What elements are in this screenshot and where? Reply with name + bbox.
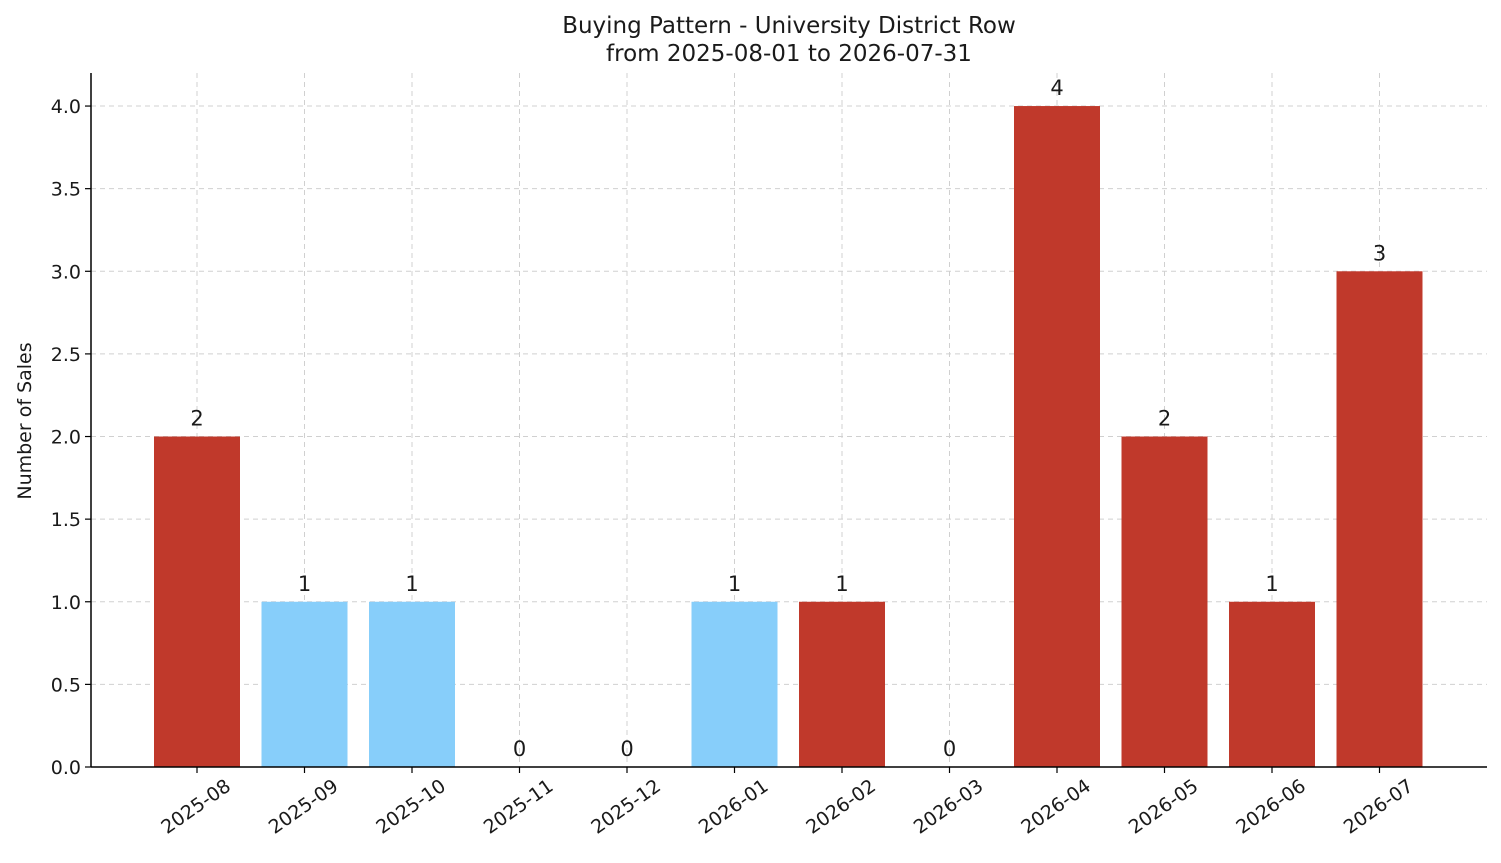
y-tick-label: 0.0 (51, 757, 81, 779)
chart-title: Buying Pattern - University District Row (562, 13, 1016, 39)
x-tick-label: 2025-09 (265, 775, 343, 839)
data-label-2025-08: 2 (190, 407, 203, 431)
data-label-2025-11: 0 (513, 737, 526, 761)
bar-2026-05 (1121, 436, 1208, 767)
bar-2025-10 (369, 601, 455, 767)
bar-2025-09 (261, 601, 348, 767)
data-label-2026-07: 3 (1373, 241, 1386, 265)
x-tick-label: 2026-01 (695, 775, 773, 839)
data-label-2026-02: 1 (835, 572, 848, 596)
x-tick-label: 2026-06 (1232, 775, 1310, 839)
x-tick-label: 2026-07 (1340, 775, 1418, 839)
x-tick-label: 2025-08 (157, 775, 235, 839)
bar-2025-08 (154, 436, 240, 767)
x-tick-label: 2026-03 (910, 775, 988, 839)
x-tick-label: 2026-04 (1017, 775, 1095, 839)
data-label-2025-12: 0 (620, 737, 633, 761)
data-label-2025-10: 1 (405, 572, 418, 596)
y-tick-label: 4.0 (51, 96, 81, 118)
y-tick-label: 0.5 (51, 674, 81, 696)
data-label-2026-03: 0 (943, 737, 956, 761)
data-labels: 2 1 1 0 0 1 1 0 4 2 1 3 (190, 76, 1386, 761)
y-tick-label: 3.5 (51, 179, 81, 201)
y-tick-label: 2.0 (51, 427, 81, 449)
data-label-2026-05: 2 (1158, 407, 1171, 431)
bar-2026-06 (1229, 601, 1315, 767)
bars (154, 106, 1423, 768)
y-tick-label: 1.5 (51, 509, 81, 531)
data-label-2026-01: 1 (728, 572, 741, 596)
bar-2026-02 (799, 601, 885, 767)
x-ticks: 2025-08 2025-09 2025-10 2025-11 2025-12 2026-… (157, 767, 1417, 839)
y-tick-label: 1.0 (51, 592, 81, 614)
x-tick-label: 2026-05 (1125, 775, 1203, 839)
y-axis-label: Number of Sales (14, 342, 36, 499)
x-tick-label: 2025-12 (587, 775, 665, 839)
x-tick-label: 2025-11 (480, 775, 558, 839)
data-label-2025-09: 1 (298, 572, 311, 596)
data-label-2026-04: 4 (1050, 76, 1063, 100)
chart-subtitle: from 2025-08-01 to 2026-07-31 (606, 41, 972, 67)
data-label-2026-06: 1 (1265, 572, 1278, 596)
y-ticks: 0.0 0.5 1.0 1.5 2.0 2.5 3.0 3.5 4.0 (51, 96, 91, 779)
y-tick-label: 2.5 (51, 344, 81, 366)
x-tick-label: 2025-10 (372, 775, 450, 839)
x-tick-label: 2026-02 (802, 775, 880, 839)
bar-2026-01 (691, 601, 778, 767)
y-tick-label: 3.0 (51, 261, 81, 283)
bar-2026-07 (1336, 271, 1423, 767)
bar-2026-04 (1014, 106, 1100, 768)
